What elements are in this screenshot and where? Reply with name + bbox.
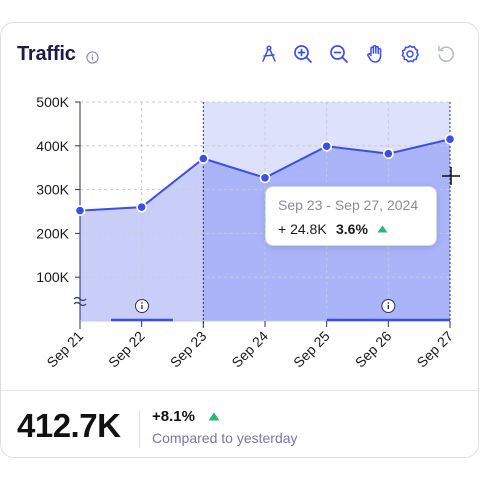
- data-point: [321, 140, 333, 152]
- up-triangle-icon: [208, 412, 220, 421]
- summary-change: +8.1%: [152, 408, 195, 425]
- x-tick-label: Sep 23: [167, 328, 210, 371]
- annotation-info-icon-dot: [387, 302, 390, 304]
- y-tick-label: 400K: [36, 138, 69, 154]
- data-point: [382, 148, 394, 160]
- up-triangle-icon: [377, 225, 388, 233]
- reset-icon: [438, 45, 454, 62]
- zoom-out-icon: [330, 45, 348, 63]
- annotation-info-icon-stem: [141, 305, 143, 309]
- x-tick-label: Sep 25: [290, 328, 333, 371]
- x-tick-label: Sep 22: [105, 328, 148, 371]
- draw-tool-button[interactable]: [258, 43, 280, 65]
- x-tick-label: Sep 24: [228, 328, 271, 371]
- draw-icon: [262, 45, 276, 62]
- tooltip-date-range: Sep 23 - Sep 27, 2024: [278, 197, 419, 213]
- data-point: [444, 133, 456, 145]
- zoom-in-button[interactable]: [292, 43, 314, 65]
- summary-divider: [139, 410, 140, 448]
- x-tick-label: Sep 21: [43, 328, 86, 371]
- chart-tooltip: Sep 23 - Sep 27, 2024 + 24.8K 3.6%: [265, 186, 437, 246]
- annotation-info-icon-stem: [387, 305, 390, 309]
- tooltip-value: + 24.8K: [278, 221, 327, 237]
- info-icon[interactable]: [86, 51, 99, 64]
- zoom-in-icon: [294, 45, 312, 63]
- card-title: Traffic: [17, 43, 76, 65]
- x-tick-label: Sep 27: [413, 328, 456, 371]
- data-point: [259, 172, 271, 184]
- tooltip-percent: 3.6%: [336, 221, 368, 237]
- y-tick-label: 300K: [36, 182, 69, 198]
- axis-break-icon: [73, 296, 87, 307]
- zoom-out-button[interactable]: [328, 43, 350, 65]
- data-point: [136, 201, 148, 213]
- summary-compare-text: Compared to yesterday: [152, 430, 298, 446]
- reset-button[interactable]: [435, 43, 457, 65]
- data-point: [74, 205, 86, 217]
- y-tick-label: 100K: [36, 269, 69, 285]
- pan-hand-icon: [367, 45, 382, 63]
- settings-icon: [401, 45, 419, 63]
- crosshair-cursor-icon: [442, 167, 460, 185]
- traffic-card: Traffic: [0, 22, 479, 458]
- footer-divider: [1, 390, 478, 391]
- pan-button[interactable]: [364, 43, 386, 65]
- x-tick-label: Sep 26: [352, 328, 395, 371]
- y-tick-label: 200K: [36, 225, 69, 241]
- summary-value: 412.7K: [17, 407, 121, 444]
- data-point: [197, 153, 209, 164]
- annotation-info-icon-dot: [141, 302, 143, 304]
- settings-button[interactable]: [399, 43, 421, 65]
- y-tick-label: 500K: [36, 94, 69, 110]
